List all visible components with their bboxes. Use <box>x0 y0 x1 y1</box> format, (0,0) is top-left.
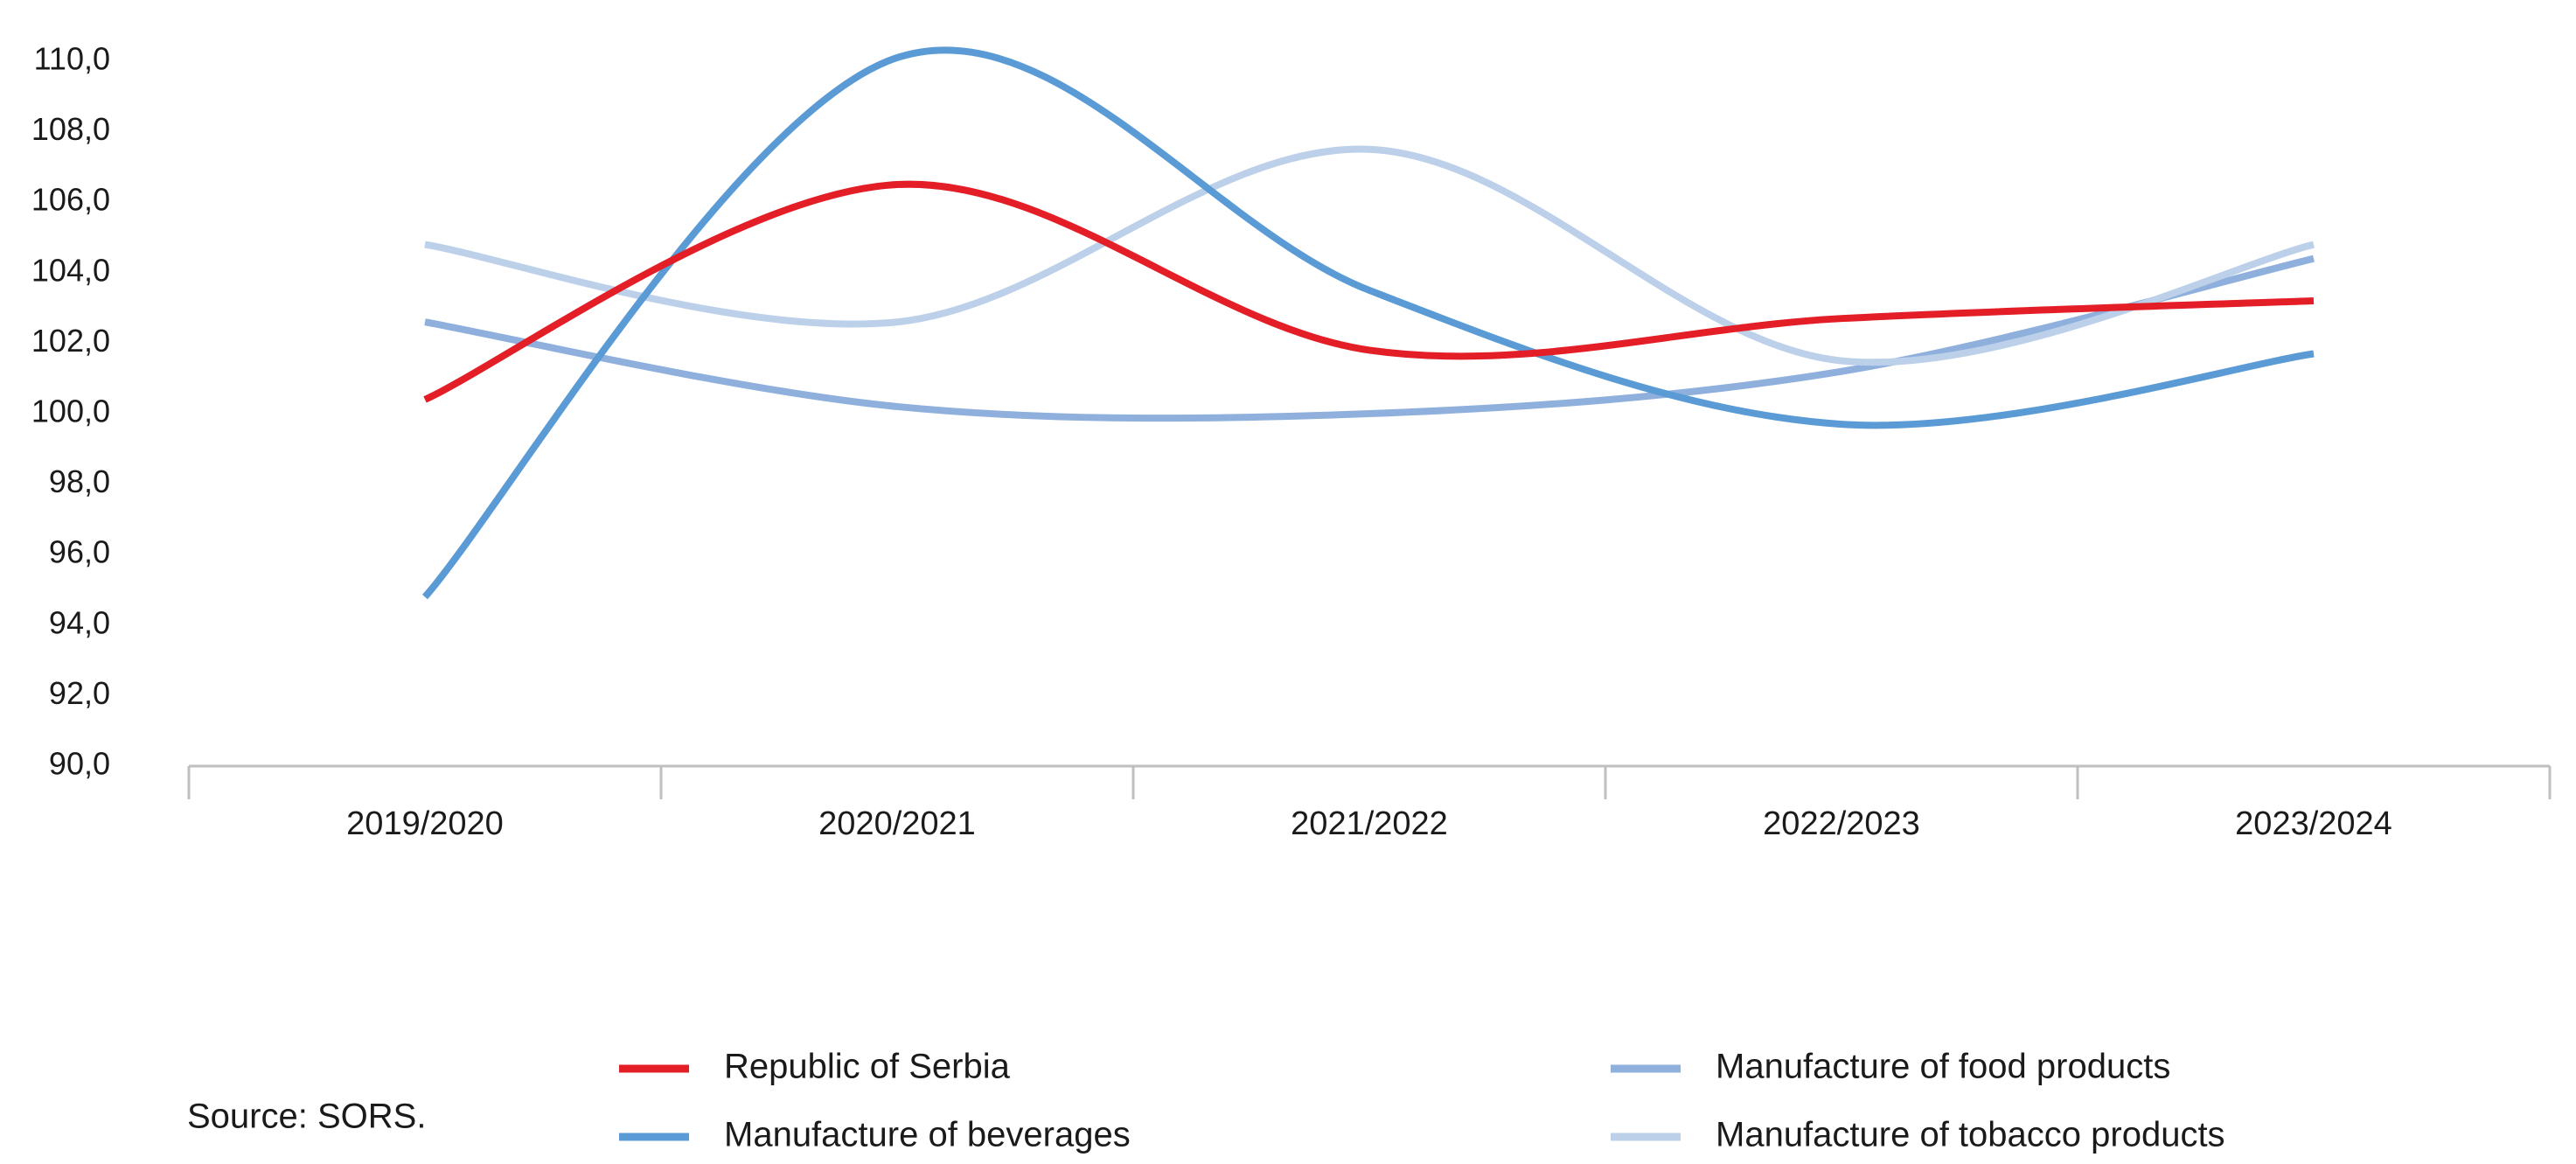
y-tick-label: 92,0 <box>49 675 110 711</box>
y-tick-label: 98,0 <box>49 464 110 499</box>
y-tick-label: 106,0 <box>31 182 110 218</box>
legend-label: Manufacture of beverages <box>724 1116 1131 1154</box>
x-tick-label: 2019/2020 <box>346 805 504 842</box>
y-tick-label: 100,0 <box>31 394 110 429</box>
x-tick-label: 2020/2021 <box>818 805 976 842</box>
x-tick-label: 2022/2023 <box>1763 805 1920 842</box>
series-line-1 <box>423 180 2315 403</box>
series-line-4 <box>424 145 2315 366</box>
legend-label: Republic of Serbia <box>724 1048 1011 1086</box>
series-lines <box>421 46 2315 600</box>
series-line-2 <box>421 46 2315 600</box>
series-line-3 <box>424 254 2315 422</box>
y-tick-label: 102,0 <box>31 323 110 359</box>
y-tick-label: 104,0 <box>31 252 110 288</box>
y-tick-label: 96,0 <box>49 534 110 570</box>
x-axis: 2019/2020 2020/2021 2021/2022 2022/2023 2023… <box>187 764 2552 842</box>
y-tick-label: 94,0 <box>49 604 110 640</box>
x-tick-label: 2023/2024 <box>2235 805 2392 842</box>
source-note: Source: SORS. <box>187 1098 426 1136</box>
x-tick-label: 2021/2022 <box>1291 805 1448 842</box>
legend-label: Manufacture of food products <box>1716 1048 2170 1086</box>
y-axis-ticks: 90,0 92,0 94,0 96,0 98,0 100,0 102,0 104,0 106,0… <box>31 41 110 782</box>
legend-label: Manufacture of tobacco products <box>1716 1116 2225 1154</box>
y-tick-label: 108,0 <box>31 111 110 147</box>
y-tick-label: 110,0 <box>34 41 110 77</box>
y-tick-label: 90,0 <box>49 746 110 782</box>
legend: Republic of Serbia Manufacture of beverag… <box>619 1048 2225 1154</box>
